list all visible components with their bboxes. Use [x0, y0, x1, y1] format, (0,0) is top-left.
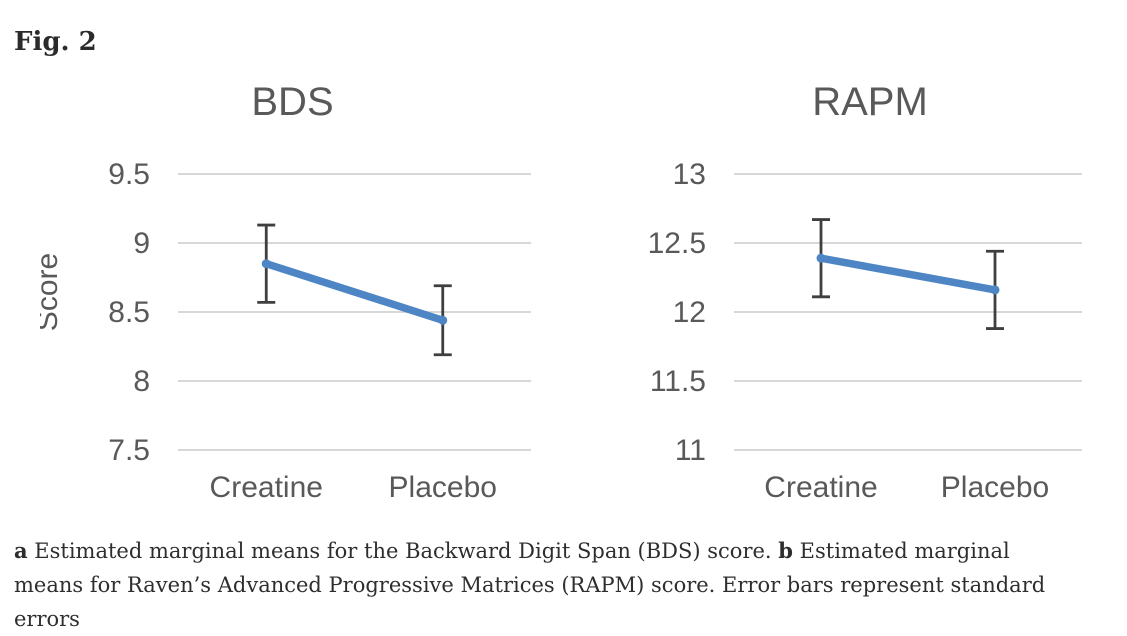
x-axis-category-label: Placebo: [941, 471, 1049, 504]
charts-row: BDS 9.5 9 8.5 8 7.5 Creatine Placebo Score RAPM…: [14, 70, 1127, 524]
rapm-chart-title: RAPM: [812, 80, 928, 124]
bds-chart-title: BDS: [251, 80, 334, 124]
caption-panel-b-label: b: [778, 538, 793, 563]
x-axis-category-label: Creatine: [764, 471, 877, 504]
x-axis-category-label: Creatine: [210, 471, 323, 504]
y-axis-tick-label: 12.5: [648, 227, 706, 260]
figure-caption: a Estimated marginal means for the Backw…: [14, 534, 1084, 636]
figure-page: Fig. 2 BDS 9.5 9 8.5 8 7.5 Creatine Placebo Sco…: [14, 27, 1127, 631]
y-axis-tick-label: 8.5: [108, 296, 150, 329]
rapm-plot: 13 12.5 12 11.5 11 Creatine Placebo: [648, 158, 1082, 504]
data-point-marker: [990, 285, 1000, 295]
bds-chart-panel: BDS 9.5 9 8.5 8 7.5 Creatine Placebo Score: [40, 70, 545, 524]
y-axis-tick-label: 9.5: [108, 158, 150, 191]
x-axis-category-label: Placebo: [389, 471, 497, 504]
series-line: [817, 254, 999, 294]
caption-panel-a-text: Estimated marginal means for the Backwar…: [34, 539, 772, 563]
rapm-chart-panel: RAPM 13 12.5 12 11.5 11 Creatine Placebo: [640, 70, 1100, 524]
figure-label: Fig. 2: [14, 27, 97, 57]
y-axis-tick-label: 7.5: [108, 434, 150, 467]
caption-panel-a-label: a: [14, 538, 28, 563]
y-axis-tick-label: 8: [133, 365, 150, 398]
bds-plot: 9.5 9 8.5 8 7.5 Creatine Placebo Score: [40, 158, 531, 504]
y-axis-tick-label: 11.5: [650, 365, 706, 398]
data-point-marker: [438, 315, 448, 325]
y-axis-tick-label: 11: [675, 434, 706, 467]
y-axis-title: Score: [40, 253, 64, 331]
y-axis-tick-label: 12: [673, 296, 706, 329]
data-point-marker: [261, 259, 271, 269]
caption-panel-b-text: Estimated marginal means for Raven’s Adv…: [14, 539, 1046, 631]
data-point-marker: [816, 253, 826, 263]
y-axis-tick-label: 13: [673, 158, 706, 191]
series-line: [262, 259, 447, 325]
y-axis-tick-label: 9: [133, 227, 150, 260]
